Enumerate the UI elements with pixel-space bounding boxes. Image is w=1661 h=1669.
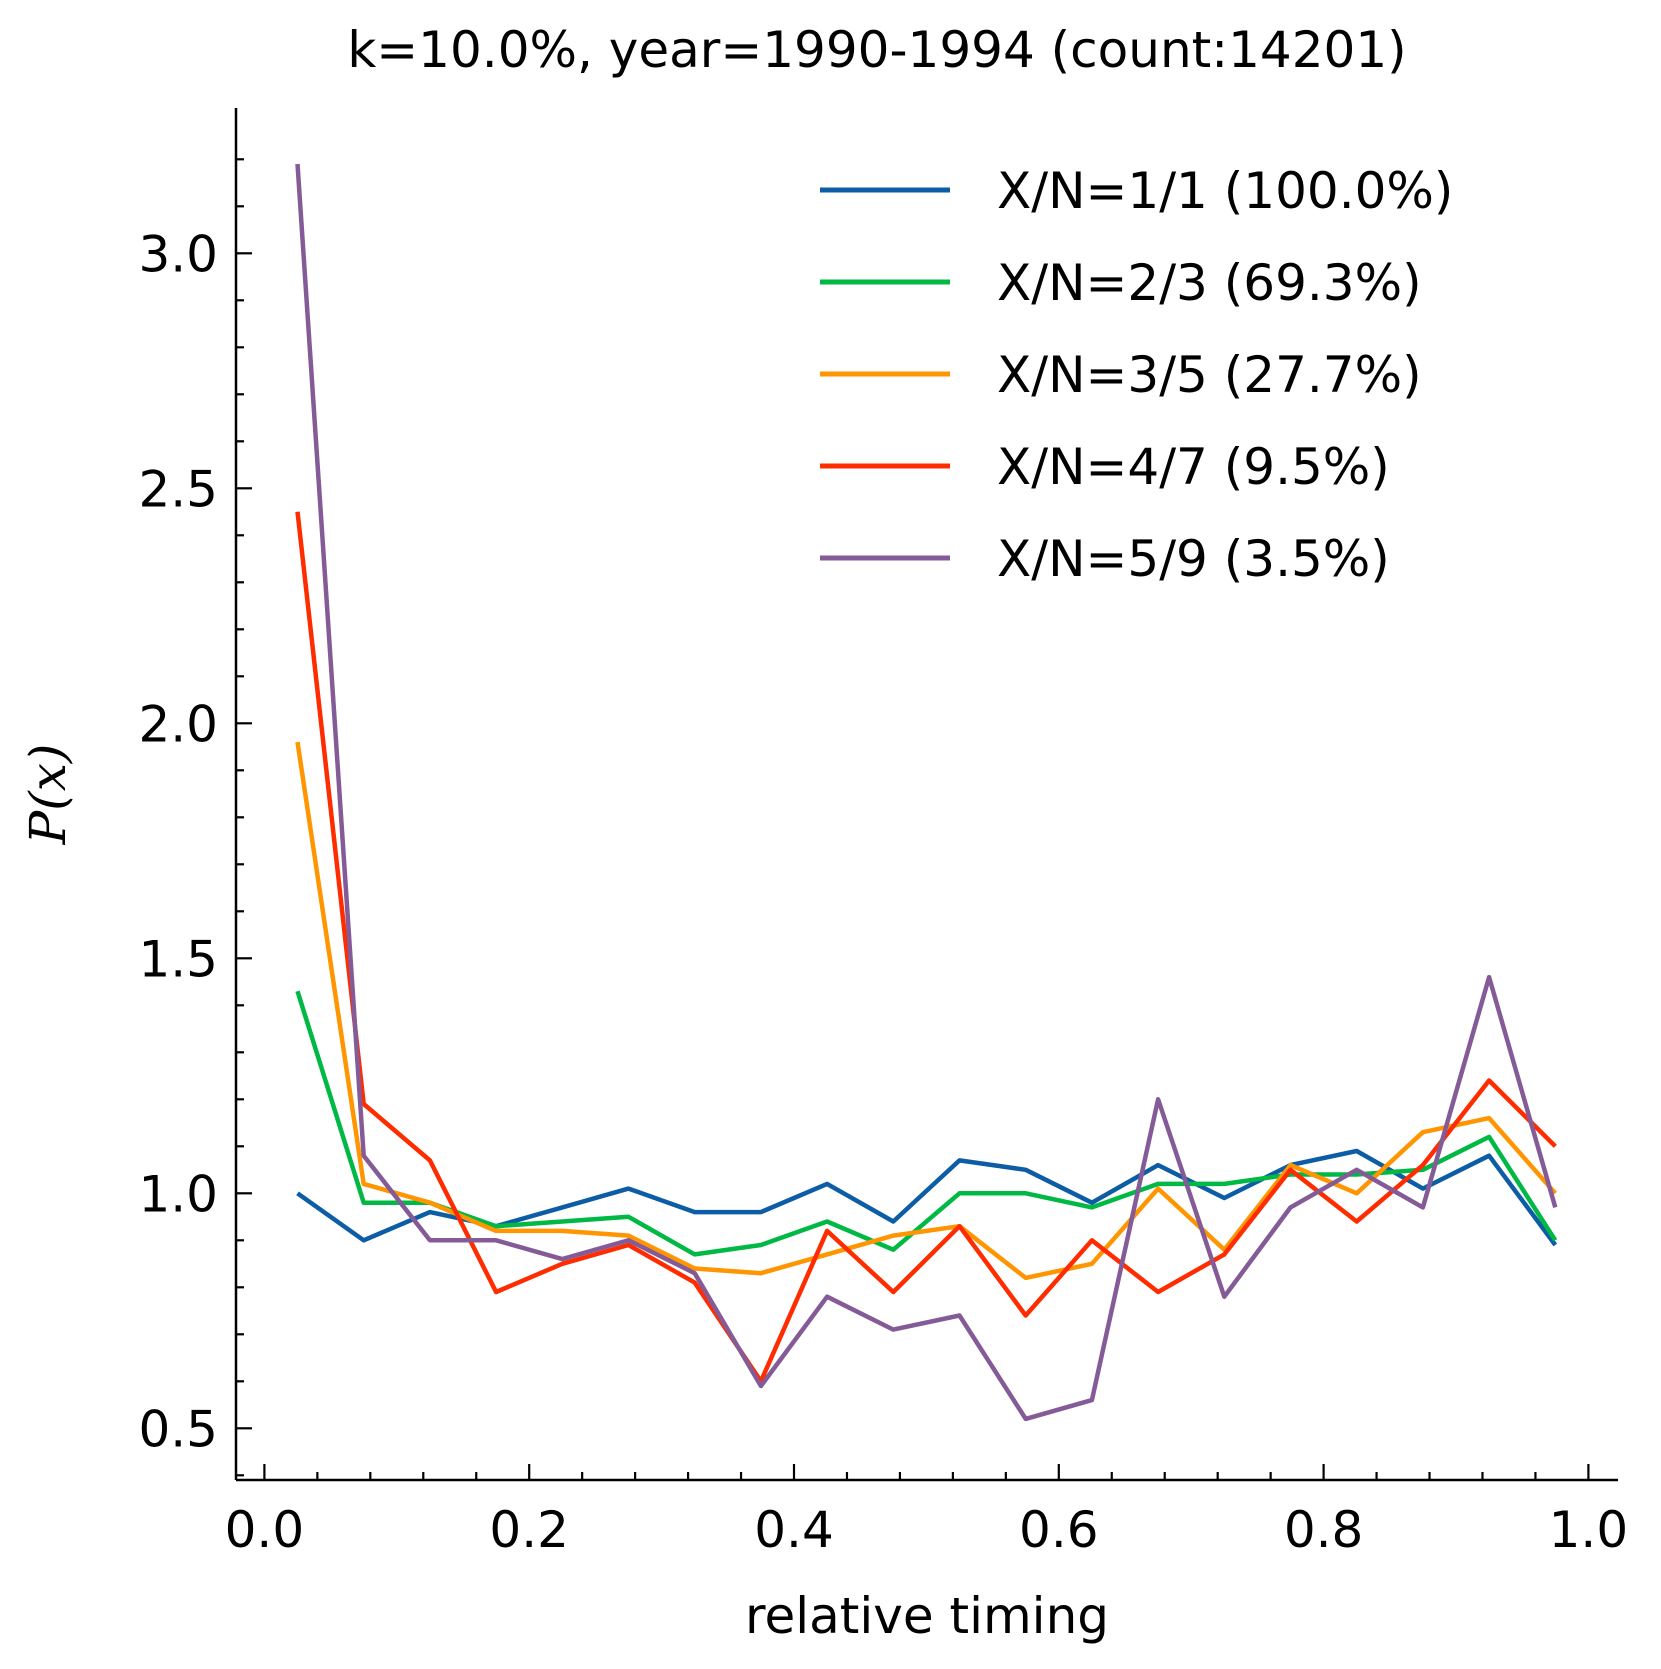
y-tick-label: 0.5	[138, 1400, 218, 1458]
legend: X/N=1/1 (100.0%) X/N=2/3 (69.3%) X/N=3/5 (…	[820, 162, 1453, 588]
series-lines	[295, 163, 1558, 1422]
x-tick-label: 0.4	[754, 1501, 834, 1559]
x-axis-label: relative timing	[745, 1587, 1109, 1645]
x-tick-label: 0.8	[1284, 1501, 1364, 1559]
legend-label-1: X/N=1/1 (100.0%)	[997, 162, 1453, 220]
y-axis-label: P(x)	[19, 744, 77, 846]
y-tick-label: 2.5	[138, 460, 218, 518]
y-tick-label: 1.0	[138, 1165, 218, 1223]
legend-label-4: X/N=4/7 (9.5%)	[997, 438, 1390, 496]
series-line-3	[295, 741, 1557, 1281]
series-line-5	[295, 163, 1558, 1422]
x-tick-label: 0.0	[225, 1501, 305, 1559]
legend-label-3: X/N=3/5 (27.7%)	[997, 346, 1422, 404]
x-tick-label: 1.0	[1549, 1501, 1629, 1559]
x-tick-label: 0.6	[1019, 1501, 1099, 1559]
legend-label-2: X/N=2/3 (69.3%)	[997, 254, 1422, 312]
y-tick-label: 3.0	[138, 225, 218, 283]
tick-labels: 0.0 0.2 0.4 0.6 0.8 1.0 0.5 1.0 1.5 2.0 2.5 3.0	[138, 225, 1628, 1559]
x-tick-label: 0.2	[489, 1501, 569, 1559]
chart-title: k=10.0%, year=1990-1994 (count:14201)	[347, 21, 1406, 79]
tick-marks	[236, 158, 1590, 1480]
series-line-4	[295, 511, 1557, 1384]
y-tick-label: 1.5	[138, 930, 218, 988]
series-line-1	[296, 1148, 1558, 1247]
legend-label-5: X/N=5/9 (3.5%)	[997, 530, 1390, 588]
y-tick-label: 2.0	[138, 695, 218, 753]
plot-area: 0.0 0.2 0.4 0.6 0.8 1.0 0.5 1.0 1.5 2.0 2.5 3.0	[138, 108, 1628, 1559]
